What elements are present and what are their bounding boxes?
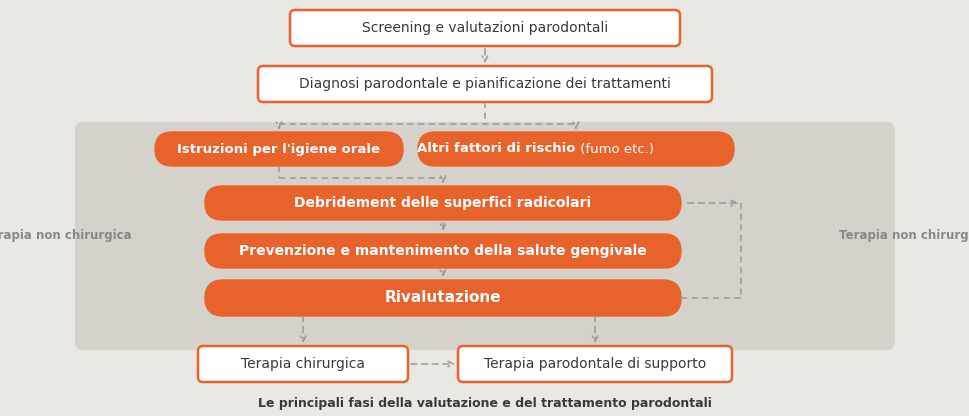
- FancyBboxPatch shape: [418, 132, 734, 166]
- Text: Terapia chirurgica: Terapia chirurgica: [240, 357, 364, 371]
- Text: (fumo etc.): (fumo etc.): [576, 143, 653, 156]
- Text: Terapia parodontale di supporto: Terapia parodontale di supporto: [484, 357, 705, 371]
- Text: Prevenzione e mantenimento della salute gengivale: Prevenzione e mantenimento della salute …: [239, 244, 646, 258]
- FancyBboxPatch shape: [290, 10, 679, 46]
- FancyBboxPatch shape: [155, 132, 402, 166]
- FancyBboxPatch shape: [204, 186, 680, 220]
- Text: Altri fattori di rischio: Altri fattori di rischio: [417, 143, 576, 156]
- FancyBboxPatch shape: [75, 122, 894, 350]
- FancyBboxPatch shape: [457, 346, 732, 382]
- Text: Terapia non chirurgica: Terapia non chirurgica: [838, 230, 969, 243]
- FancyBboxPatch shape: [204, 280, 680, 316]
- Text: Terapia non chirurgica: Terapia non chirurgica: [0, 230, 131, 243]
- Text: Istruzioni per l'igiene orale: Istruzioni per l'igiene orale: [177, 143, 380, 156]
- Text: Le principali fasi della valutazione e del trattamento parodontali: Le principali fasi della valutazione e d…: [258, 396, 711, 409]
- FancyBboxPatch shape: [198, 346, 408, 382]
- Text: Diagnosi parodontale e pianificazione dei trattamenti: Diagnosi parodontale e pianificazione de…: [298, 77, 671, 91]
- FancyBboxPatch shape: [258, 66, 711, 102]
- Text: Debridement delle superfici radicolari: Debridement delle superfici radicolari: [295, 196, 591, 210]
- FancyBboxPatch shape: [204, 234, 680, 268]
- Text: Screening e valutazioni parodontali: Screening e valutazioni parodontali: [361, 21, 608, 35]
- Text: Rivalutazione: Rivalutazione: [385, 290, 501, 305]
